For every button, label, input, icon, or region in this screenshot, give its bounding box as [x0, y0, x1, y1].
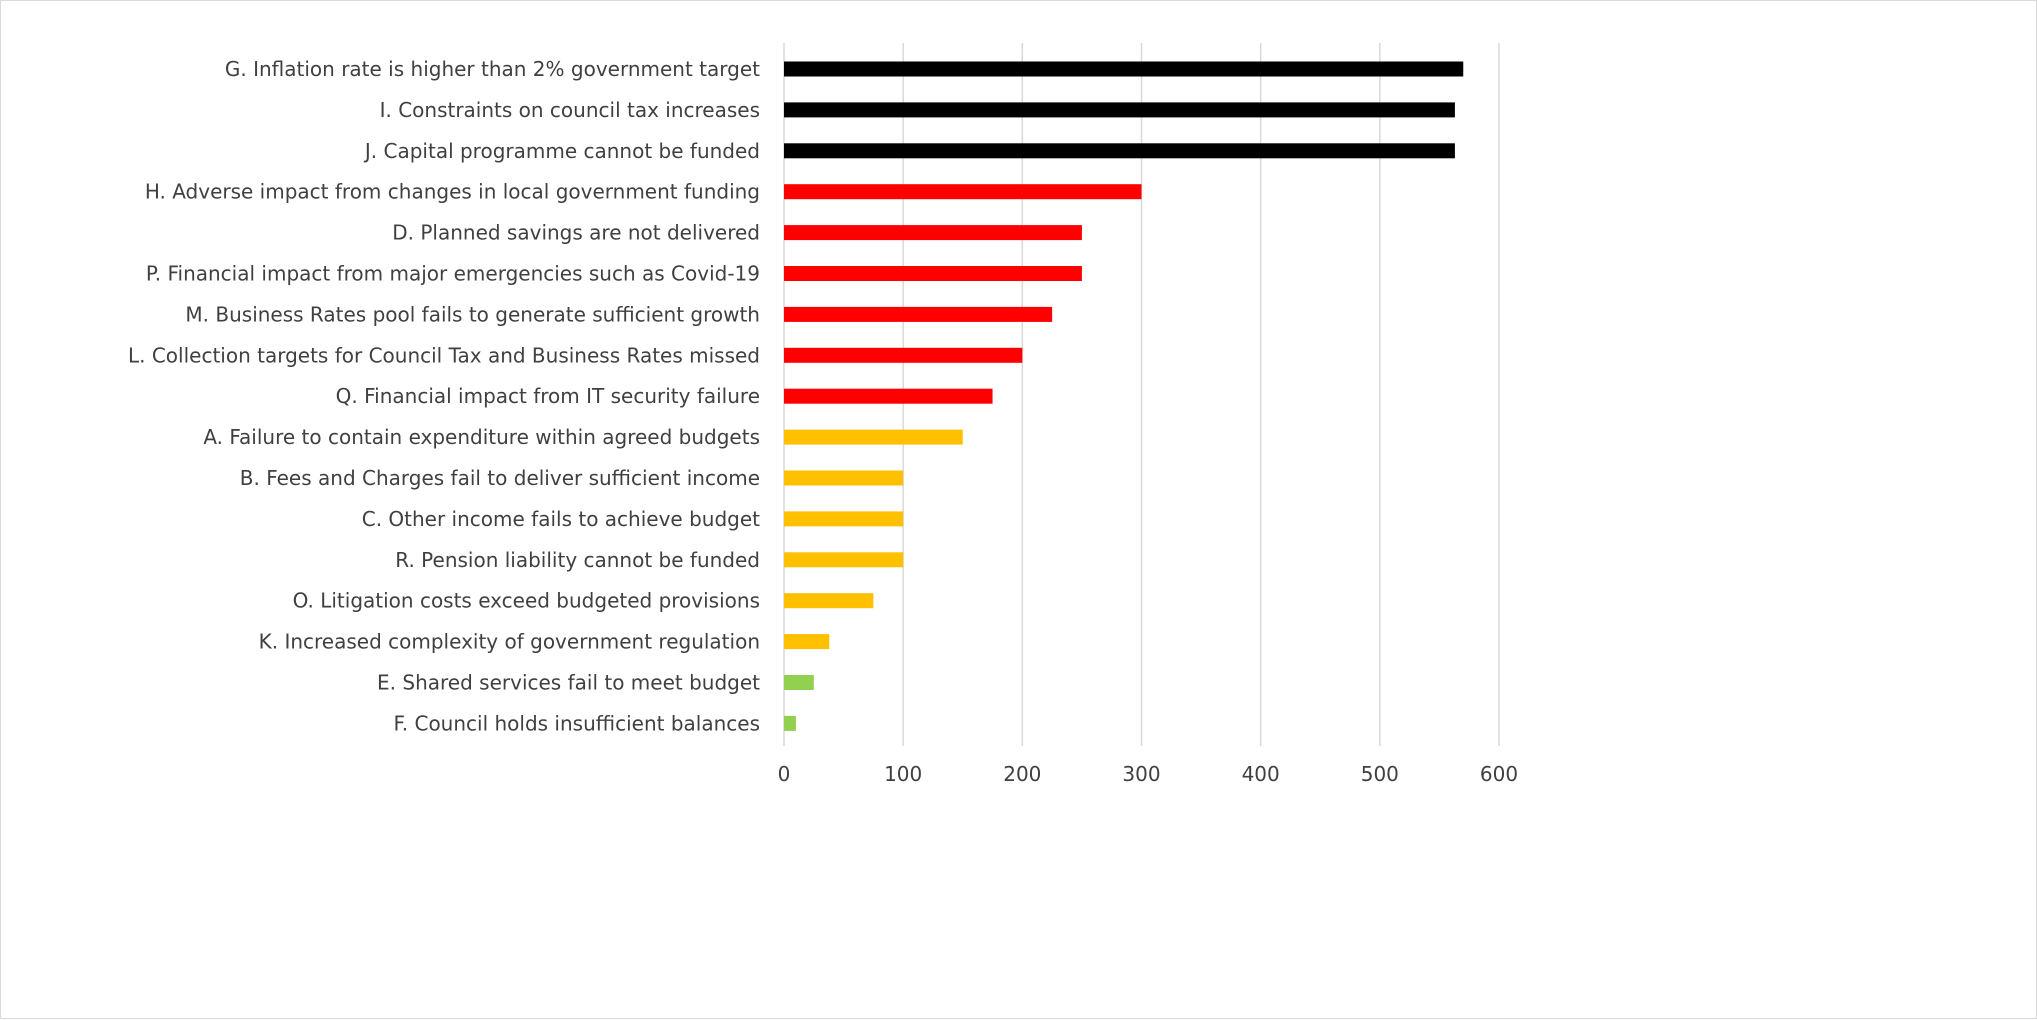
category-label: B. Fees and Charges fail to deliver suff…: [240, 466, 760, 490]
category-label: C. Other income fails to achieve budget: [362, 507, 760, 531]
bar: [784, 675, 814, 690]
x-tick-label: 500: [1361, 762, 1399, 786]
bar: [784, 511, 904, 527]
bar: [784, 470, 904, 486]
category-label: E. Shared services fail to meet budget: [377, 671, 760, 695]
category-label: A. Failure to contain expenditure within…: [203, 425, 760, 449]
bar: [784, 102, 1455, 118]
bar: [784, 266, 1082, 281]
bar: [784, 552, 904, 568]
bar: [784, 715, 796, 731]
category-label: G. Inflation rate is higher than 2% gove…: [225, 57, 760, 81]
bar: [784, 347, 1023, 363]
x-tick-label: 200: [1003, 762, 1041, 786]
bar: [784, 143, 1455, 159]
category-label: L. Collection targets for Council Tax an…: [128, 343, 760, 367]
bar: [784, 593, 874, 609]
category-label: O. Litigation costs exceed budgeted prov…: [293, 589, 760, 613]
category-label: D. Planned savings are not delivered: [392, 221, 760, 245]
x-tick-label: 300: [1122, 762, 1160, 786]
bar: [784, 429, 963, 445]
category-label: F. Council holds insufficient balances: [393, 711, 760, 735]
category-label: I. Constraints on council tax increases: [380, 98, 760, 122]
bar: [784, 306, 1053, 322]
bar: [784, 388, 993, 404]
bar: [784, 61, 1464, 77]
category-labels: G. Inflation rate is higher than 2% gove…: [128, 57, 760, 735]
bar: [784, 225, 1082, 241]
category-label: J. Capital programme cannot be funded: [363, 139, 760, 163]
category-label: K. Increased complexity of government re…: [259, 630, 760, 654]
bars: [784, 61, 1464, 731]
category-label: M. Business Rates pool fails to generate…: [185, 302, 760, 326]
x-axis-ticks: 0 100 200 300 400 500 600: [778, 762, 1518, 786]
gridlines: [783, 43, 1500, 746]
x-tick-label: 400: [1242, 762, 1280, 786]
bar: [784, 634, 830, 650]
x-tick-label: 0: [778, 762, 791, 786]
category-label: P. Financial impact from major emergenci…: [146, 262, 760, 286]
x-tick-label: 100: [884, 762, 922, 786]
x-tick-label: 600: [1480, 762, 1518, 786]
category-label: Q. Financial impact from IT security fai…: [336, 384, 760, 408]
category-label: H. Adverse impact from changes in local …: [145, 180, 760, 204]
bar: [784, 184, 1142, 200]
category-label: R. Pension liability cannot be funded: [395, 548, 760, 572]
